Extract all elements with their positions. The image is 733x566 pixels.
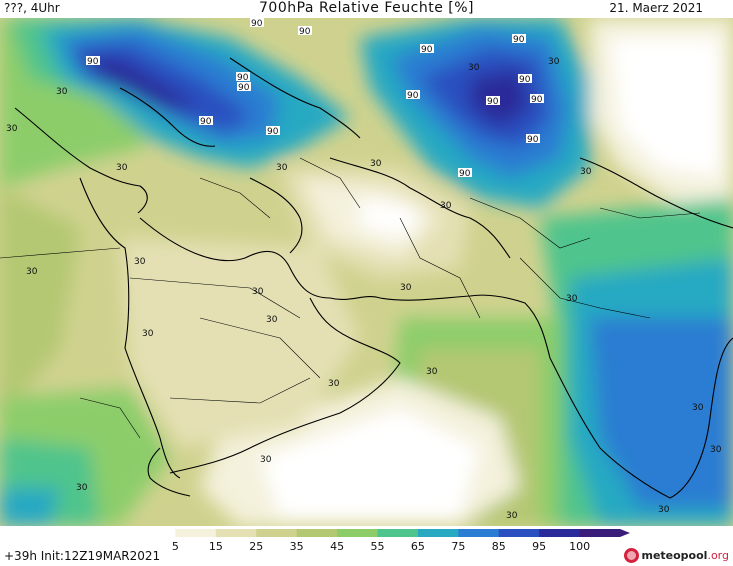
colorbar-tick-label: 65 bbox=[410, 540, 425, 553]
colorbar-segment bbox=[215, 529, 257, 537]
contour-labels-30: 30 30 30 30 30 30 30 30 30 30 30 30 30 3… bbox=[6, 57, 722, 521]
map-header: ???, 4Uhr 700hPa Relative Feuchte [%] 21… bbox=[0, 0, 733, 18]
svg-text:30: 30 bbox=[370, 159, 382, 169]
humidity-map: 90 90 90 90 90 90 90 90 90 90 90 90 90 9… bbox=[0, 18, 733, 526]
svg-text:30: 30 bbox=[266, 315, 278, 325]
logo-name: meteopool bbox=[641, 548, 708, 562]
colorbar-tick-label: 45 bbox=[330, 540, 345, 553]
colorbar-tick-label: 5 bbox=[171, 540, 179, 553]
colorbar-tick-label: 35 bbox=[289, 540, 304, 553]
colorbar-arrow bbox=[620, 529, 630, 537]
svg-text:30: 30 bbox=[116, 163, 128, 173]
map-title: 700hPa Relative Feuchte [%] bbox=[259, 0, 474, 16]
svg-text:30: 30 bbox=[566, 294, 578, 304]
svg-text:90: 90 bbox=[519, 75, 531, 85]
svg-text:90: 90 bbox=[267, 127, 279, 137]
svg-text:30: 30 bbox=[142, 329, 154, 339]
map-canvas: 90 90 90 90 90 90 90 90 90 90 90 90 90 9… bbox=[0, 18, 733, 526]
svg-text:90: 90 bbox=[251, 19, 263, 29]
svg-text:30: 30 bbox=[658, 505, 670, 515]
coastlines bbox=[14, 57, 733, 499]
svg-text:30: 30 bbox=[26, 267, 38, 277]
svg-text:90: 90 bbox=[421, 45, 433, 55]
svg-text:90: 90 bbox=[238, 83, 250, 93]
colorbar-segment bbox=[175, 529, 217, 537]
model-run-label: +39h Init:12Z19MAR2021 bbox=[4, 549, 161, 563]
colorbar-tick-label: 15 bbox=[208, 540, 223, 553]
svg-text:30: 30 bbox=[692, 403, 704, 413]
svg-text:30: 30 bbox=[710, 445, 722, 455]
colorbar-segment bbox=[337, 529, 378, 537]
svg-text:30: 30 bbox=[252, 287, 264, 297]
colorbar-tick-label: 85 bbox=[491, 540, 506, 553]
colorbar-tick-label: 75 bbox=[451, 540, 466, 553]
svg-text:30: 30 bbox=[548, 57, 560, 67]
svg-text:90: 90 bbox=[200, 117, 212, 127]
colorbar-tick-label: 100 bbox=[569, 540, 591, 553]
svg-text:90: 90 bbox=[407, 91, 419, 101]
svg-text:30: 30 bbox=[468, 63, 480, 73]
humidity-fill bbox=[0, 18, 733, 526]
svg-text:90: 90 bbox=[459, 169, 471, 179]
logo-icon bbox=[624, 547, 640, 563]
svg-text:30: 30 bbox=[134, 257, 146, 267]
svg-text:30: 30 bbox=[506, 511, 518, 521]
colorbar-segment bbox=[135, 529, 176, 537]
svg-text:30: 30 bbox=[6, 124, 18, 134]
svg-text:90: 90 bbox=[237, 73, 249, 83]
colorbar-tick-label: 55 bbox=[370, 540, 385, 553]
colorbar-segment bbox=[458, 529, 500, 537]
svg-text:90: 90 bbox=[513, 35, 525, 45]
colorbar-segment bbox=[498, 529, 540, 537]
svg-text:30: 30 bbox=[426, 367, 438, 377]
svg-text:90: 90 bbox=[87, 57, 99, 67]
colorbar-segment bbox=[579, 529, 621, 537]
svg-text:30: 30 bbox=[276, 163, 288, 173]
colorbar bbox=[135, 529, 630, 537]
svg-text:90: 90 bbox=[487, 97, 499, 107]
colorbar-tick-label: 95 bbox=[532, 540, 547, 553]
svg-text:30: 30 bbox=[56, 87, 68, 97]
svg-text:30: 30 bbox=[328, 379, 340, 389]
valid-time-label: ???, 4Uhr bbox=[4, 1, 60, 15]
colorbar-segment bbox=[377, 529, 419, 537]
svg-text:30: 30 bbox=[580, 167, 592, 177]
colorbar-segment bbox=[417, 529, 459, 537]
svg-text:90: 90 bbox=[527, 135, 539, 145]
borders bbox=[0, 157, 701, 439]
svg-text:90: 90 bbox=[531, 95, 543, 105]
svg-text:30: 30 bbox=[400, 283, 412, 293]
colorbar-segment bbox=[539, 529, 581, 537]
logo-tld: .org bbox=[707, 548, 729, 562]
contour-labels-90: 90 90 90 90 90 90 90 90 90 90 90 90 90 9… bbox=[86, 18, 544, 179]
svg-text:90: 90 bbox=[299, 27, 311, 37]
colorbar-tick-label: 25 bbox=[249, 540, 264, 553]
meteopool-logo[interactable]: meteopool.org bbox=[624, 546, 729, 564]
colorbar-segment bbox=[296, 529, 338, 537]
colorbar-segment bbox=[256, 529, 298, 537]
svg-text:30: 30 bbox=[440, 201, 452, 211]
svg-text:30: 30 bbox=[76, 483, 88, 493]
svg-text:30: 30 bbox=[260, 455, 272, 465]
valid-date-label: 21. Maerz 2021 bbox=[609, 1, 703, 15]
